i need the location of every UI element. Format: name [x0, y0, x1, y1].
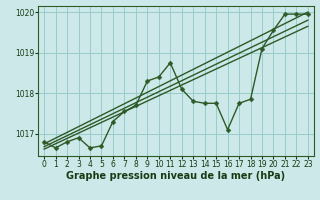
- X-axis label: Graphe pression niveau de la mer (hPa): Graphe pression niveau de la mer (hPa): [67, 171, 285, 181]
